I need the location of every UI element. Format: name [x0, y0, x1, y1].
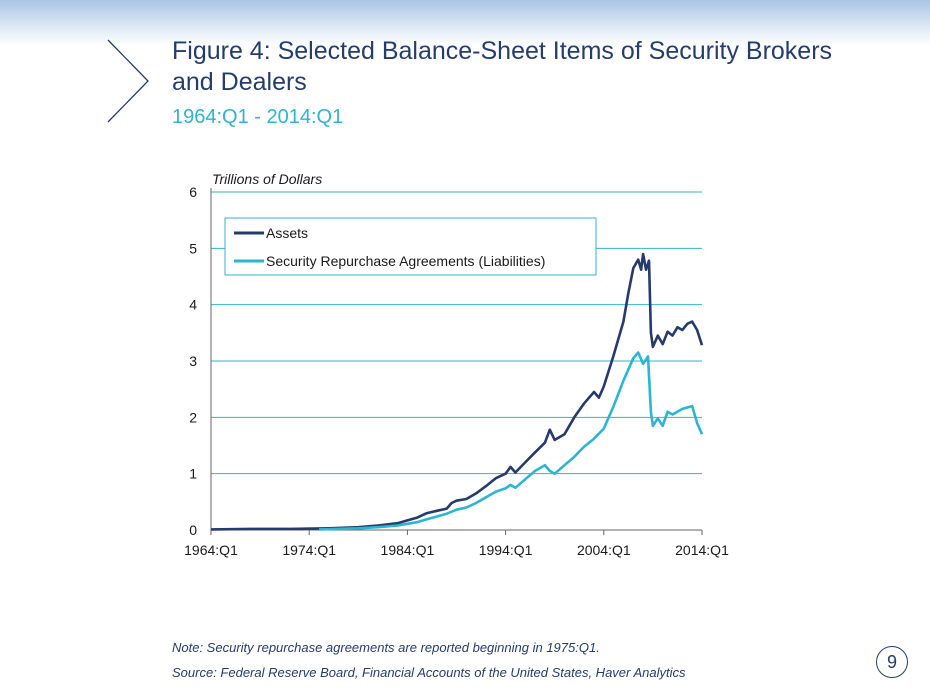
y-tick-label: 6 [189, 184, 197, 200]
y-tick-label: 1 [189, 466, 197, 482]
legend-box [224, 217, 597, 276]
line-chart: 0 1 2 3 4 5 6 1964:Q1 1974:Q1 1984:Q1 1994:Q1 2004… [184, 171, 729, 558]
y-axis-label: Trillions of Dollars [212, 171, 322, 187]
chart-legend: Assets Security Repurchase Agreements (Li… [224, 217, 597, 276]
chart-source: Source: Federal Reserve Board, Financial… [172, 665, 686, 680]
x-tick-label: 2004:Q1 [577, 542, 631, 558]
x-tick-label: 1984:Q1 [381, 542, 435, 558]
chevron-right-icon [107, 39, 149, 123]
y-axis-ticks: 0 1 2 3 4 5 6 [189, 184, 197, 538]
series-line-repurchase-agreements [318, 351, 704, 531]
series-line-assets [210, 252, 704, 531]
chart-grid [210, 188, 702, 531]
header-band [0, 0, 930, 46]
x-tick-label: 2014:Q1 [675, 542, 729, 558]
y-tick-label: 2 [189, 409, 197, 425]
x-tick-label: 1974:Q1 [282, 542, 336, 558]
y-tick-label: 0 [189, 522, 197, 538]
page-number: 9 [876, 646, 908, 678]
y-tick-label: 4 [189, 297, 197, 313]
x-tick-label: 1964:Q1 [184, 542, 238, 558]
page-title: Figure 4: Selected Balance-Sheet Items o… [172, 37, 833, 96]
y-tick-label: 3 [189, 353, 197, 369]
chart-series [210, 252, 704, 531]
x-tick-label: 1994:Q1 [479, 542, 533, 558]
legend-label: Security Repurchase Agreements (Liabilit… [266, 253, 545, 269]
legend-label: Assets [266, 225, 308, 241]
page-subtitle: 1964:Q1 - 2014:Q1 [172, 106, 344, 128]
chart-note: Note: Security repurchase agreements are… [172, 640, 600, 655]
x-axis-ticks: 1964:Q1 1974:Q1 1984:Q1 1994:Q1 2004:Q1 2014:… [184, 530, 729, 558]
y-tick-label: 5 [189, 240, 197, 256]
